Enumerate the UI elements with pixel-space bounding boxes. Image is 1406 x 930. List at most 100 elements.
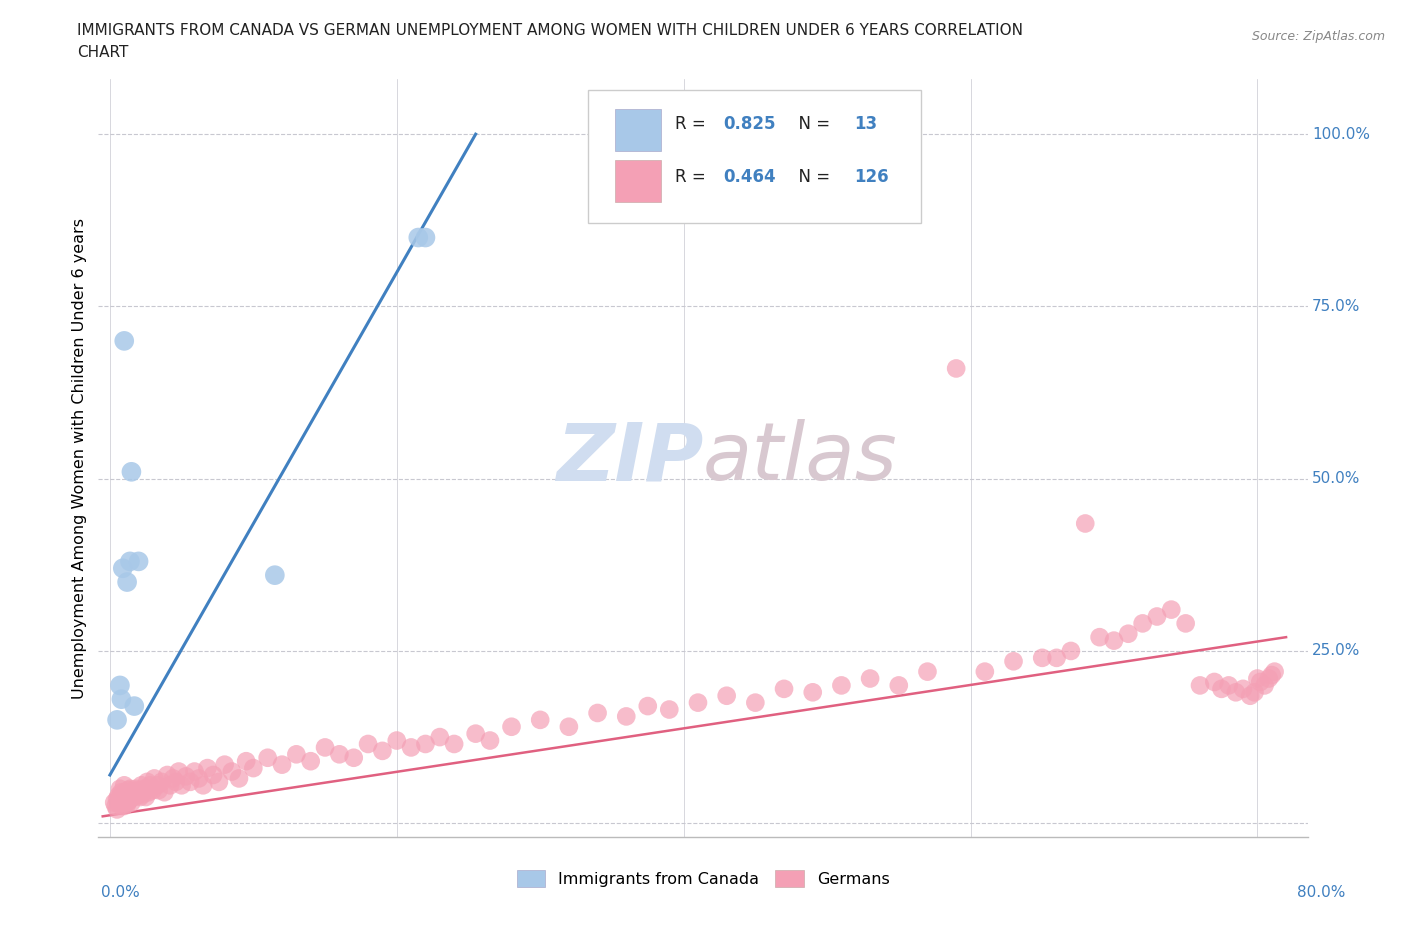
Point <box>129 790 152 804</box>
Point <box>1249 674 1271 689</box>
Point <box>221 764 243 779</box>
Point <box>108 790 131 804</box>
Point <box>112 791 135 806</box>
Point <box>112 799 135 814</box>
Point <box>115 796 138 811</box>
Point <box>128 783 150 798</box>
Point <box>120 787 142 802</box>
Point <box>1260 668 1282 683</box>
Point <box>110 692 132 707</box>
Point <box>1253 678 1275 693</box>
Text: 0.825: 0.825 <box>724 115 776 133</box>
Point <box>112 789 135 804</box>
Point <box>1174 616 1197 631</box>
Point <box>1102 633 1125 648</box>
Y-axis label: Unemployment Among Women with Children Under 6 years: Unemployment Among Women with Children U… <box>72 218 87 698</box>
Point <box>1218 678 1240 693</box>
Point <box>153 785 176 800</box>
Point <box>121 790 143 804</box>
Point <box>162 771 184 786</box>
Text: R =: R = <box>675 115 711 133</box>
Point <box>228 771 250 786</box>
Point <box>744 696 766 711</box>
Point <box>148 783 170 798</box>
Point <box>1116 626 1139 641</box>
Point <box>945 361 967 376</box>
Point <box>1188 678 1211 693</box>
Point <box>1257 671 1279 686</box>
Point <box>1232 682 1254 697</box>
Point <box>443 737 465 751</box>
Point <box>1045 650 1067 665</box>
Point <box>529 712 551 727</box>
Point <box>197 761 219 776</box>
Point <box>191 777 214 792</box>
Text: 50.0%: 50.0% <box>1312 472 1360 486</box>
Text: 100.0%: 100.0% <box>1312 126 1369 141</box>
Text: IMMIGRANTS FROM CANADA VS GERMAN UNEMPLOYMENT AMONG WOMEN WITH CHILDREN UNDER 6 : IMMIGRANTS FROM CANADA VS GERMAN UNEMPLO… <box>77 23 1024 38</box>
Point <box>406 230 429 245</box>
Point <box>117 793 139 808</box>
Point <box>112 334 135 349</box>
Point <box>399 740 422 755</box>
Point <box>371 743 394 758</box>
Point <box>637 698 659 713</box>
Point <box>118 554 141 569</box>
Point <box>112 777 135 792</box>
Text: 0.0%: 0.0% <box>101 885 141 900</box>
Point <box>107 789 129 804</box>
Point <box>208 775 231 790</box>
Point <box>1132 616 1154 631</box>
Point <box>117 783 139 798</box>
Text: 25.0%: 25.0% <box>1312 644 1360 658</box>
Point <box>686 696 709 711</box>
Legend: Immigrants from Canada, Germans: Immigrants from Canada, Germans <box>510 864 896 894</box>
Point <box>1211 682 1233 697</box>
Point <box>263 567 285 582</box>
Point <box>111 561 134 576</box>
Point <box>115 575 138 590</box>
Point <box>139 777 162 792</box>
Point <box>973 664 995 679</box>
Point <box>586 706 609 721</box>
Point <box>114 795 136 810</box>
Point <box>614 709 637 724</box>
Point <box>1225 684 1247 699</box>
Point <box>202 767 225 782</box>
Point <box>142 783 165 798</box>
Point <box>179 775 201 790</box>
Text: atlas: atlas <box>703 419 898 497</box>
Point <box>256 751 278 765</box>
Point <box>716 688 738 703</box>
Point <box>830 678 852 693</box>
Point <box>115 790 138 804</box>
Point <box>165 775 187 790</box>
Point <box>183 764 205 779</box>
Point <box>343 751 366 765</box>
Point <box>501 719 523 734</box>
Point <box>1002 654 1025 669</box>
Point <box>1146 609 1168 624</box>
Text: 126: 126 <box>855 168 889 187</box>
Text: CHART: CHART <box>77 45 129 60</box>
Point <box>1264 664 1286 679</box>
Point <box>110 791 132 806</box>
Point <box>114 785 136 800</box>
Point <box>887 678 910 693</box>
Point <box>328 747 350 762</box>
Point <box>159 777 181 792</box>
Point <box>174 769 197 784</box>
Point <box>128 554 150 569</box>
Point <box>917 664 939 679</box>
Point <box>1243 684 1265 699</box>
Point <box>118 791 141 806</box>
Point <box>357 737 380 751</box>
Point <box>103 795 125 810</box>
Point <box>415 737 437 751</box>
Point <box>120 795 142 810</box>
Point <box>132 787 155 802</box>
Point <box>143 771 166 786</box>
Point <box>146 777 169 792</box>
Point <box>167 764 190 779</box>
Point <box>127 789 149 804</box>
